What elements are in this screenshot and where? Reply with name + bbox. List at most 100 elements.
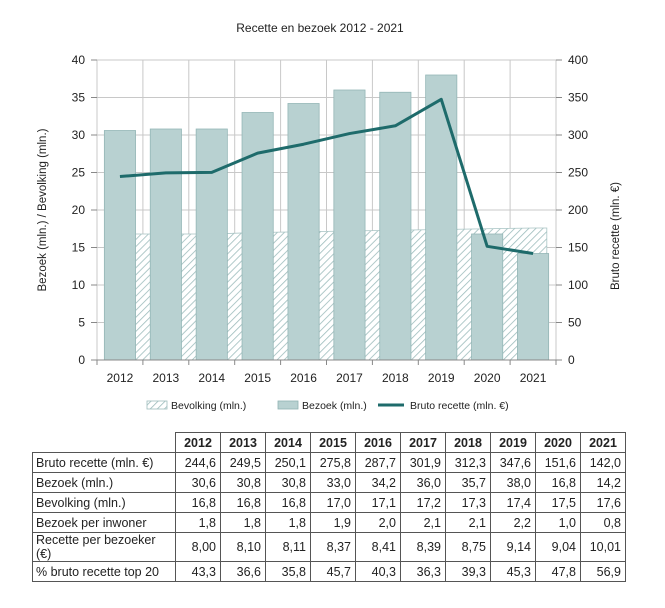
table-cell: 36,6 [220,561,266,582]
table-row-label: Bevolking (mln.) [32,492,176,513]
table-cell: 36,0 [400,472,446,493]
x-tick-label-2016: 2016 [290,371,317,385]
chart: Recette en bezoek 2012 - 2021 0 5 10 15 20 25… [37,21,622,412]
y-right-tick-label: 250 [568,166,588,180]
table-cell: 2,0 [355,512,401,533]
y-left-tick-label: 15 [72,241,86,255]
table-cell: 1,8 [265,512,311,533]
legend-label-population: Bevolking (mln.) [171,400,246,412]
table-row: % bruto recette top 20 43,3 36,6 35,8 45,7 40… [32,561,626,582]
table-row: Bruto recette (mln. €) 244,6 249,5 250,1 275… [32,452,626,473]
legend-label-revenue: Bruto recette (mln. €) [410,400,509,412]
y-right-tick-label: 150 [568,241,588,255]
table-cell: 45,3 [490,561,536,582]
x-tick-label-2018: 2018 [382,371,409,385]
table-cell: 250,1 [265,452,311,473]
table-cell: 1,8 [175,512,221,533]
table-cell: 35,7 [445,472,491,493]
table-cell: 0,8 [580,512,626,533]
table-cell: 2,1 [445,512,491,533]
data-table: 2012 2013 2014 2015 2016 2017 2018 2019 2020 2021… [32,432,626,582]
y-left-tick-label: 10 [72,278,86,292]
x-tick-label-2017: 2017 [336,371,363,385]
table-cell: 8,41 [355,532,401,562]
legend-swatch-population [146,400,168,410]
table-cell: 36,3 [400,561,446,582]
table-cell: 8,39 [400,532,446,562]
visits-bar-2019 [425,74,458,361]
table-cell: 35,8 [265,561,311,582]
y-left-tick-label: 35 [72,91,86,105]
legend-label-visits: Bezoek (mln.) [302,400,367,412]
y-axis-left-label: Bezoek (mln.) / Bevolking (mln.) [37,128,49,291]
table-cell: 1,9 [310,512,356,533]
table-cell: 30,6 [175,472,221,493]
table-cell: 56,9 [580,561,626,582]
table-row: Bevolking (mln.) 16,8 16,8 16,8 17,0 17,1 17,2… [32,492,626,513]
table-cell: 16,8 [265,492,311,513]
visits-bar-2013 [149,128,182,361]
y-right-tick-label: 400 [568,53,588,67]
table-year-header: 2020 [535,432,581,453]
table-year-header: 2017 [400,432,446,453]
table-cell: 17,4 [490,492,536,513]
x-tick-label-2019: 2019 [428,371,455,385]
table-cell: 9,04 [535,532,581,562]
table-cell: 151,6 [535,452,581,473]
legend: Bevolking (mln.) Bezoek (mln.) Bruto rec… [146,400,509,412]
table-cell: 47,8 [535,561,581,582]
table-cell: 45,7 [310,561,356,582]
table-year-header: 2021 [580,432,626,453]
visits-bar-2020 [471,233,504,361]
revenue-line-layer [119,97,534,255]
table-cell: 17,6 [580,492,626,513]
table-cell: 17,0 [310,492,356,513]
table-cell: 275,8 [310,452,356,473]
x-tick-label-2012: 2012 [107,371,134,385]
table-cell: 10,01 [580,532,626,562]
table-year-header: 2012 [175,432,221,453]
table-year-header: 2019 [490,432,536,453]
table-year-header: 2016 [355,432,401,453]
y-left-tick-label: 25 [72,166,86,180]
table-year-header: 2014 [265,432,311,453]
table-header-row: 2012 2013 2014 2015 2016 2017 2018 2019 2020 2021 [32,432,626,453]
table-cell: 8,37 [310,532,356,562]
table-cell: 9,14 [490,532,536,562]
table-cell: 8,11 [265,532,311,562]
table-cell: 8,75 [445,532,491,562]
table-cell: 249,5 [220,452,266,473]
visits-bar-2021 [517,253,550,361]
table-year-header: 2015 [310,432,356,453]
table-cell: 16,8 [175,492,221,513]
table-row-label: Recette per bezoeker (€) [32,532,176,562]
table-cell: 16,8 [220,492,266,513]
visits-bar-2018 [379,91,412,361]
table-cell: 347,6 [490,452,536,473]
table-cell: 2,2 [490,512,536,533]
table-cell: 17,1 [355,492,401,513]
y-left-tick-label: 30 [72,128,86,142]
y-right-tick-label: 50 [568,316,582,330]
table-cell: 38,0 [490,472,536,493]
table-row: Recette per bezoeker (€) 8,00 8,10 8,11 8,37… [32,532,626,562]
chart-title: Recette en bezoek 2012 - 2021 [236,21,404,35]
table-cell: 43,3 [175,561,221,582]
table-row: Bezoek (mln.) 30,6 30,8 30,8 33,0 34,2 36,0 35,… [32,472,626,493]
table-cell: 2,1 [400,512,446,533]
table-cell: 312,3 [445,452,491,473]
visits-bar-2012 [103,130,136,361]
y-left-tick-label: 40 [72,53,86,67]
y-right-tick-label: 100 [568,278,588,292]
table-row-label: % bruto recette top 20 [32,561,176,582]
table-cell: 244,6 [175,452,221,473]
table-cell: 1,0 [535,512,581,533]
y-axis-right-label: Bruto recette (mln. €) [610,182,622,290]
revenue-line [119,97,534,255]
table-row-label: Bezoek (mln.) [32,472,176,493]
y-left-tick-label: 20 [72,203,86,217]
visits-bar-2014 [195,128,228,361]
table-cell: 30,8 [265,472,311,493]
table-cell: 39,3 [445,561,491,582]
table-cell: 287,7 [355,452,401,473]
